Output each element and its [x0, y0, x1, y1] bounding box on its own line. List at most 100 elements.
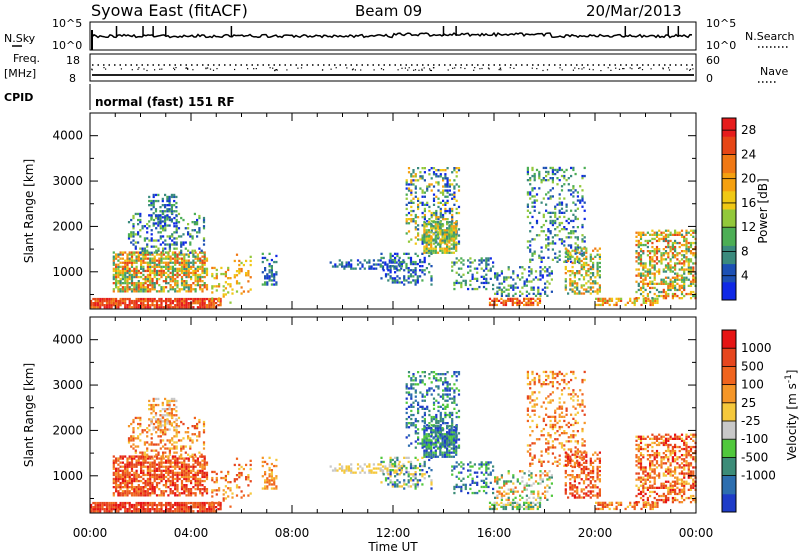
- power-cell: [196, 297, 199, 301]
- power-cell: [421, 269, 424, 272]
- power-cell: [117, 304, 120, 307]
- power-cell: [442, 189, 445, 192]
- power-cell: [266, 273, 269, 276]
- velocity-cell: [238, 474, 241, 477]
- velocity-cell: [176, 463, 179, 466]
- velocity-cell: [124, 492, 127, 495]
- power-cell: [412, 169, 415, 172]
- power-cell: [176, 271, 179, 275]
- power-cell: [570, 260, 573, 263]
- power-cell: [674, 264, 677, 267]
- power-cell: [598, 286, 601, 289]
- power-cell: [547, 172, 550, 176]
- power-cell: [140, 282, 143, 285]
- velocity-cell: [140, 508, 143, 511]
- power-cell: [608, 303, 611, 307]
- power-cell: [149, 282, 152, 285]
- velocity-cell: [134, 437, 137, 440]
- power-cell: [540, 256, 543, 259]
- velocity-cell: [119, 457, 122, 460]
- power-cell: [644, 274, 647, 277]
- power-cell: [662, 290, 665, 294]
- power-cell: [542, 177, 545, 180]
- power-cell: [567, 249, 570, 252]
- power-cell: [168, 237, 171, 240]
- power-cell: [400, 267, 403, 270]
- velocity-cell: [155, 420, 158, 424]
- power-cell: [144, 299, 147, 303]
- power-cell: [153, 265, 156, 268]
- power-cell: [529, 230, 532, 233]
- velocity-cell: [160, 506, 163, 509]
- power-cell: [157, 216, 160, 219]
- power-cell: [201, 255, 204, 258]
- power-cell: [141, 227, 144, 230]
- velocity-cell: [341, 465, 344, 468]
- power-cell: [430, 223, 433, 226]
- velocity-cell: [178, 501, 181, 505]
- velocity-cell: [183, 510, 186, 513]
- power-cell: [194, 299, 197, 303]
- power-cell: [539, 294, 542, 297]
- velocity-cell: [334, 467, 337, 470]
- power-cell: [233, 276, 236, 279]
- power-cell: [153, 304, 156, 307]
- velocity-cell: [389, 471, 392, 474]
- nave-point: [430, 69, 432, 72]
- power-cell: [192, 259, 195, 262]
- power-cell: [683, 250, 686, 253]
- power-cell: [549, 242, 552, 245]
- power-cell: [446, 245, 449, 248]
- power-cell: [185, 290, 188, 293]
- power-cell: [389, 265, 392, 268]
- velocity-cell: [162, 465, 165, 468]
- power-cell: [229, 301, 232, 304]
- power-cell: [487, 257, 490, 260]
- power-cell: [525, 284, 528, 287]
- power-cell: [654, 301, 657, 304]
- power-cell: [423, 227, 426, 230]
- velocity-cell: [115, 481, 118, 485]
- velocity-cell: [142, 506, 145, 509]
- power-cell: [119, 269, 122, 273]
- power-cell: [194, 273, 197, 277]
- velocity-cell: [146, 427, 149, 430]
- power-cell: [137, 271, 140, 275]
- power-cell: [576, 195, 579, 198]
- power-cell: [687, 262, 690, 265]
- velocity-cell: [212, 506, 215, 509]
- power-cell: [190, 261, 193, 264]
- power-cell: [660, 278, 663, 281]
- power-cell: [689, 243, 693, 247]
- power-cell: [667, 268, 670, 271]
- velocity-cell: [270, 473, 273, 476]
- power-cell: [480, 281, 483, 285]
- power-cell: [532, 301, 535, 304]
- power-cell: [238, 259, 241, 263]
- power-cell: [396, 279, 399, 282]
- power-cell: [128, 269, 131, 273]
- power-cell: [492, 287, 495, 291]
- power-cell: [158, 299, 161, 303]
- colorbar-segment: [722, 154, 736, 174]
- power-cell: [173, 243, 176, 246]
- power-cell: [146, 265, 149, 268]
- power-cell: [135, 257, 138, 260]
- velocity-cell: [193, 416, 196, 420]
- velocity-cell: [175, 399, 178, 403]
- power-cell: [194, 261, 197, 264]
- velocity-cell: [203, 486, 206, 489]
- velocity-cell: [388, 465, 391, 468]
- power-cell: [171, 275, 174, 279]
- velocity-cell: [130, 435, 133, 438]
- velocity-cell: [149, 488, 152, 491]
- velocity-cell: [185, 488, 188, 491]
- power-cell: [273, 275, 276, 278]
- velocity-cell: [189, 447, 192, 450]
- power-cell: [176, 286, 179, 289]
- velocity-cell: [176, 457, 179, 460]
- power-cell: [124, 304, 127, 307]
- power-cell: [167, 273, 170, 277]
- nave-point: [413, 69, 415, 71]
- power-cell: [345, 265, 348, 268]
